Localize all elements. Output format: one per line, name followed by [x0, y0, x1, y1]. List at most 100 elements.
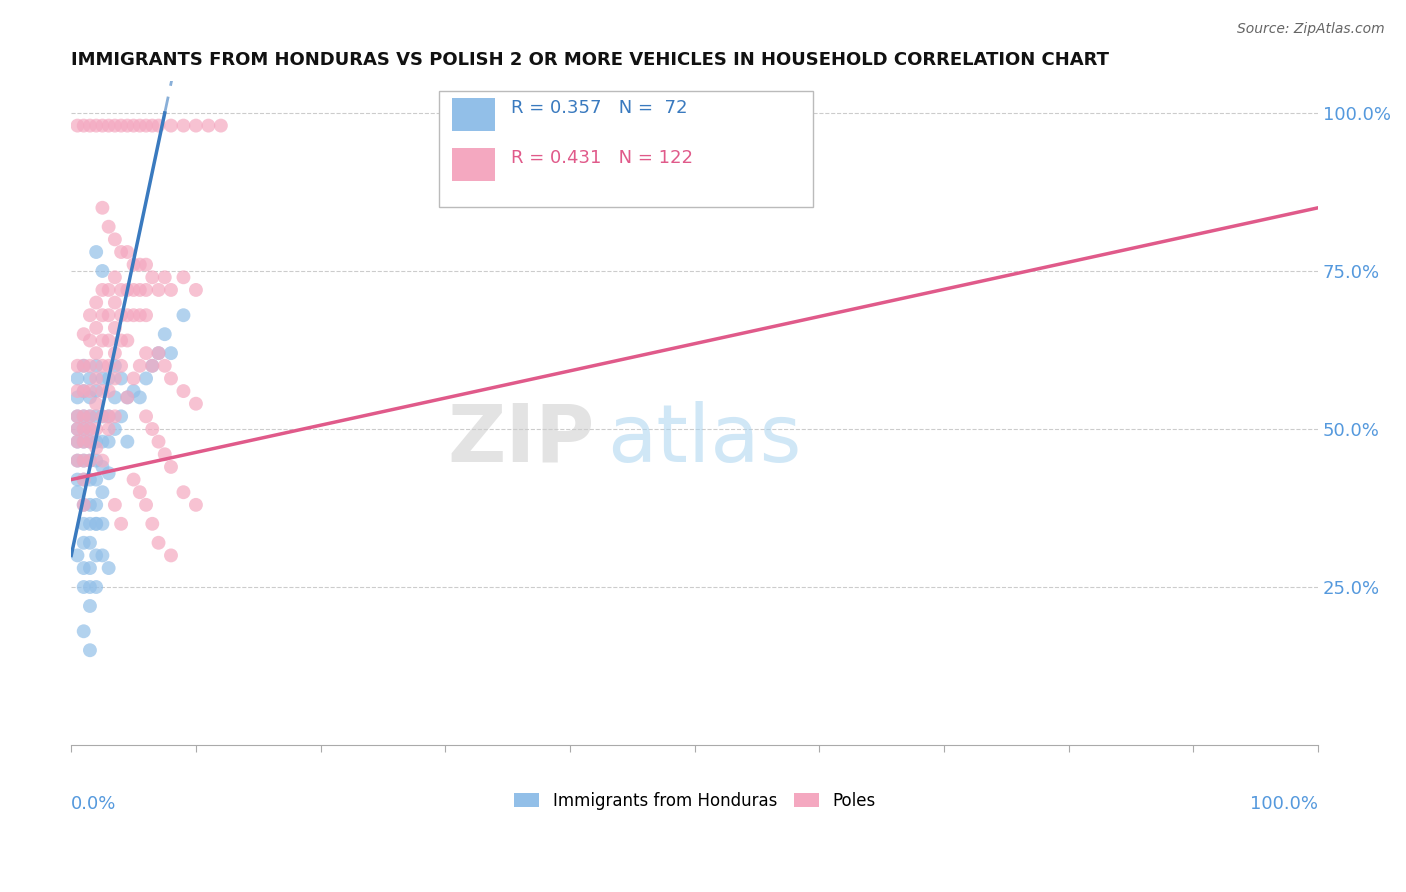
Point — [91, 549, 114, 563]
Point — [104, 498, 127, 512]
Point — [73, 498, 96, 512]
Point — [122, 258, 145, 272]
Point — [110, 283, 132, 297]
Point — [128, 119, 150, 133]
Point — [104, 371, 127, 385]
Point — [73, 453, 96, 467]
Point — [172, 270, 194, 285]
Point — [66, 391, 89, 405]
Point — [91, 371, 114, 385]
Point — [79, 434, 101, 449]
Point — [91, 409, 114, 424]
Point — [148, 283, 170, 297]
Point — [79, 599, 101, 613]
Point — [84, 359, 107, 373]
Point — [91, 119, 114, 133]
Point — [160, 119, 183, 133]
Point — [79, 359, 101, 373]
Point — [79, 580, 101, 594]
Point — [91, 264, 114, 278]
FancyBboxPatch shape — [451, 148, 495, 181]
Point — [79, 409, 101, 424]
Point — [135, 258, 157, 272]
Point — [79, 409, 101, 424]
Point — [79, 434, 101, 449]
Point — [84, 422, 107, 436]
Point — [79, 119, 101, 133]
Point — [141, 359, 163, 373]
Point — [153, 447, 176, 461]
Point — [104, 409, 127, 424]
Point — [184, 283, 207, 297]
Point — [84, 119, 107, 133]
Point — [184, 397, 207, 411]
Point — [79, 371, 101, 385]
Text: R = 0.357   N =  72: R = 0.357 N = 72 — [512, 99, 688, 117]
Point — [97, 219, 120, 234]
Point — [84, 409, 107, 424]
Point — [79, 391, 101, 405]
Point — [79, 334, 101, 348]
Point — [117, 391, 139, 405]
Point — [84, 434, 107, 449]
Point — [79, 422, 101, 436]
Point — [148, 434, 170, 449]
Point — [84, 295, 107, 310]
Point — [73, 453, 96, 467]
Point — [91, 283, 114, 297]
Text: R = 0.431   N = 122: R = 0.431 N = 122 — [512, 149, 693, 167]
Point — [160, 346, 183, 360]
Point — [84, 321, 107, 335]
Point — [110, 516, 132, 531]
Point — [97, 561, 120, 575]
Point — [66, 384, 89, 398]
Point — [97, 409, 120, 424]
Point — [73, 409, 96, 424]
Point — [73, 561, 96, 575]
Point — [128, 485, 150, 500]
Point — [135, 409, 157, 424]
Point — [73, 580, 96, 594]
Point — [128, 359, 150, 373]
Point — [91, 459, 114, 474]
Point — [104, 232, 127, 246]
Point — [66, 434, 89, 449]
Point — [79, 473, 101, 487]
Point — [135, 371, 157, 385]
Point — [172, 485, 194, 500]
Point — [84, 371, 107, 385]
Point — [73, 624, 96, 639]
Point — [66, 422, 89, 436]
Point — [66, 359, 89, 373]
Point — [97, 308, 120, 322]
Point — [97, 467, 120, 481]
Point — [104, 359, 127, 373]
Point — [79, 453, 101, 467]
Point — [135, 346, 157, 360]
Text: IMMIGRANTS FROM HONDURAS VS POLISH 2 OR MORE VEHICLES IN HOUSEHOLD CORRELATION C: IMMIGRANTS FROM HONDURAS VS POLISH 2 OR … — [72, 51, 1109, 69]
Point — [141, 359, 163, 373]
Point — [135, 308, 157, 322]
Point — [73, 327, 96, 342]
Point — [79, 453, 101, 467]
Point — [172, 308, 194, 322]
Point — [117, 391, 139, 405]
Point — [104, 270, 127, 285]
Point — [153, 270, 176, 285]
Legend: Immigrants from Honduras, Poles: Immigrants from Honduras, Poles — [515, 792, 875, 810]
Point — [97, 409, 120, 424]
Point — [73, 359, 96, 373]
Point — [73, 409, 96, 424]
Point — [84, 384, 107, 398]
Point — [91, 201, 114, 215]
FancyBboxPatch shape — [439, 91, 813, 208]
Point — [84, 473, 107, 487]
Point — [84, 516, 107, 531]
Point — [66, 434, 89, 449]
Point — [153, 359, 176, 373]
Point — [122, 384, 145, 398]
Point — [73, 384, 96, 398]
Point — [91, 308, 114, 322]
Point — [91, 359, 114, 373]
Point — [97, 434, 120, 449]
